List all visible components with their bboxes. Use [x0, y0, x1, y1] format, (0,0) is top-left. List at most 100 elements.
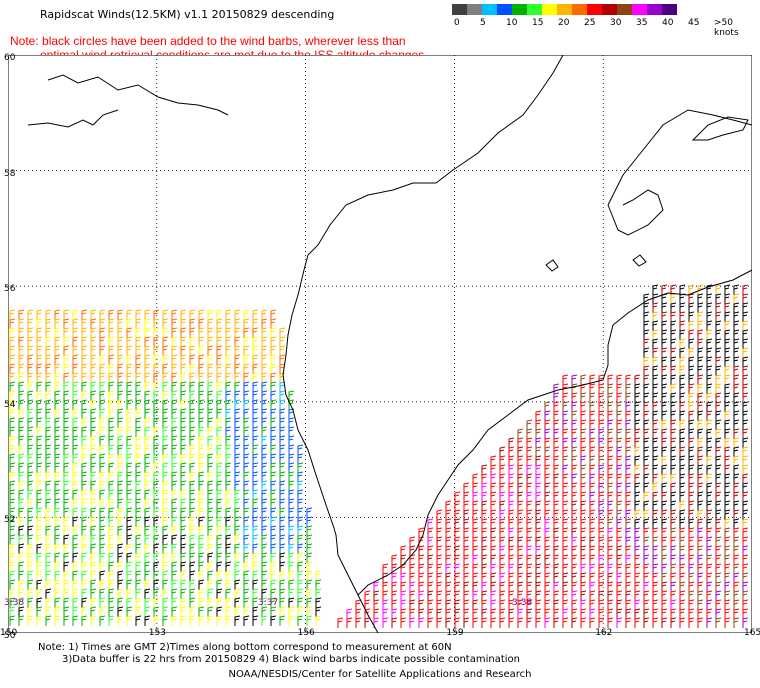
- wind-barb: [81, 579, 88, 590]
- wind-barb: [409, 617, 416, 628]
- wind-barb: [463, 545, 470, 556]
- wind-barb: [742, 509, 749, 520]
- wind-barb: [526, 599, 533, 610]
- wind-barb: [54, 579, 61, 590]
- wind-barb: [207, 363, 214, 374]
- wind-barb: [598, 374, 605, 385]
- wind-barb: [99, 354, 106, 365]
- wind-barb: [171, 534, 178, 545]
- wind-barb: [180, 318, 187, 329]
- wind-barb: [661, 302, 668, 313]
- wind-barb: [670, 311, 677, 322]
- wind-barb: [625, 446, 632, 457]
- wind-barb: [45, 498, 52, 509]
- wind-barb: [571, 581, 578, 592]
- wind-barb: [72, 597, 79, 608]
- wind-barb: [54, 417, 61, 428]
- wind-barb: [261, 327, 268, 338]
- wind-barb: [252, 426, 259, 437]
- wind-barb: [108, 588, 115, 599]
- wind-barb: [207, 417, 214, 428]
- wind-barb: [234, 390, 241, 401]
- wind-barb: [153, 471, 160, 482]
- wind-barb: [81, 327, 88, 338]
- wind-barb: [243, 453, 250, 464]
- wind-barb: [535, 482, 542, 493]
- wind-barb: [81, 543, 88, 554]
- wind-barb: [216, 417, 223, 428]
- wind-barb: [207, 588, 214, 599]
- wind-barb: [526, 581, 533, 592]
- wind-barb: [252, 579, 259, 590]
- wind-barb: [517, 437, 524, 448]
- colorbar-label: 15: [532, 18, 544, 28]
- wind-barb: [742, 311, 749, 322]
- wind-barb: [279, 417, 286, 428]
- wind-barb: [63, 507, 70, 518]
- wind-barb: [580, 482, 587, 493]
- wind-barb: [742, 500, 749, 511]
- wind-barb: [652, 527, 659, 538]
- wind-barb: [189, 525, 196, 536]
- wind-barb: [634, 572, 641, 583]
- wind-barb: [643, 428, 650, 439]
- wind-barb: [207, 336, 214, 347]
- wind-barb: [90, 345, 97, 356]
- wind-barb: [63, 318, 70, 329]
- wind-barb: [499, 500, 506, 511]
- wind-barb: [279, 615, 286, 626]
- wind-barb: [544, 536, 551, 547]
- wind-barb: [625, 491, 632, 502]
- wind-barb: [117, 525, 124, 536]
- wind-barb: [562, 446, 569, 457]
- wind-barb: [153, 354, 160, 365]
- wind-barb: [189, 534, 196, 545]
- wind-barb: [724, 383, 731, 394]
- wind-barb: [36, 435, 43, 446]
- wind-barb: [562, 410, 569, 421]
- wind-barb: [297, 570, 304, 581]
- wind-barb: [652, 608, 659, 619]
- wind-barb: [288, 435, 295, 446]
- wind-barb: [679, 581, 686, 592]
- wind-barb: [261, 372, 268, 383]
- wind-barb: [225, 426, 232, 437]
- wind-barb: [697, 527, 704, 538]
- wind-barb: [135, 606, 142, 617]
- wind-barb: [571, 419, 578, 430]
- wind-barb: [45, 399, 52, 410]
- wind-barb: [625, 590, 632, 601]
- wind-barb: [225, 579, 232, 590]
- wind-barb: [562, 473, 569, 484]
- wind-barb: [306, 570, 313, 581]
- wind-barb: [679, 356, 686, 367]
- wind-barb: [72, 399, 79, 410]
- wind-barb: [652, 482, 659, 493]
- wind-barb: [724, 554, 731, 565]
- wind-barb: [270, 453, 277, 464]
- wind-barb: [571, 572, 578, 583]
- wind-barb: [652, 284, 659, 295]
- wind-barb: [135, 453, 142, 464]
- wind-barb: [72, 417, 79, 428]
- wind-barb: [225, 354, 232, 365]
- wind-barb: [688, 284, 695, 295]
- wind-barb: [72, 354, 79, 365]
- wind-barb: [697, 455, 704, 466]
- wind-barb: [733, 554, 740, 565]
- wind-barb: [72, 606, 79, 617]
- wind-barb: [90, 363, 97, 374]
- wind-barb: [9, 417, 16, 428]
- wind-barb: [72, 372, 79, 383]
- wind-barb: [562, 536, 569, 547]
- wind-barb: [279, 390, 286, 401]
- wind-barb: [144, 336, 151, 347]
- wind-barb: [180, 399, 187, 410]
- wind-barb: [252, 390, 259, 401]
- wind-barb: [706, 320, 713, 331]
- wind-barb: [571, 401, 578, 412]
- wind-barb: [553, 410, 560, 421]
- wind-barb: [724, 320, 731, 331]
- wind-barb: [198, 372, 205, 383]
- wind-barb: [90, 354, 97, 365]
